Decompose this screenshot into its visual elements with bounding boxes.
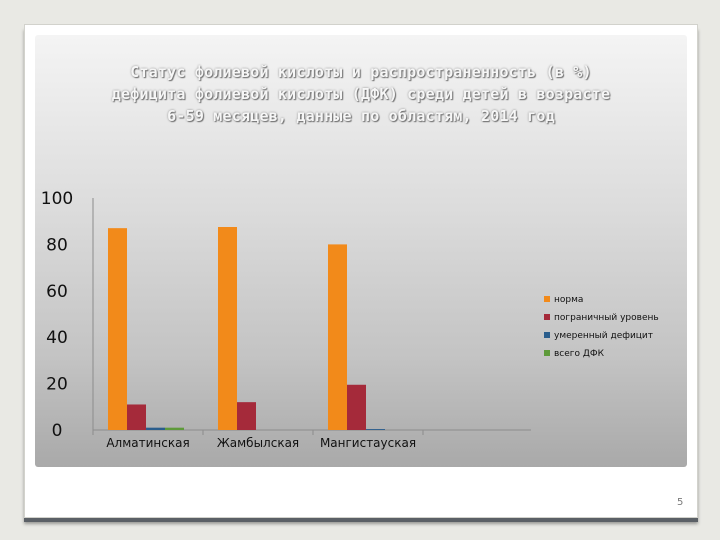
bar-2-3 xyxy=(347,384,366,430)
bar-2-2 xyxy=(237,402,256,430)
legend-swatch-3 xyxy=(544,332,550,338)
bar-1-1 xyxy=(108,228,127,430)
bar-chart: 0 20 40 60 80 100 Алматинская Жамбылская Мангист… xyxy=(41,189,659,450)
legend-swatch-4 xyxy=(544,350,550,356)
chart-title-line-3: 6-59 месяцев, данные по областям, 2014 г… xyxy=(167,107,555,125)
legend-label-1: норма xyxy=(554,295,583,305)
bar-3-1 xyxy=(146,427,165,430)
legend-swatch-2 xyxy=(544,314,550,320)
chart-title-line-1: Статус фолиевой кислоты и распространенн… xyxy=(130,63,592,81)
y-tick-label-0: 0 xyxy=(52,421,63,441)
bar-4-1 xyxy=(165,427,184,430)
bar-1-2 xyxy=(218,227,237,430)
x-tick-label-3: Мангистауская xyxy=(320,436,416,450)
y-tick-label-100: 100 xyxy=(41,189,73,209)
legend-swatch-1 xyxy=(544,296,550,302)
legend-label-2: пограничный уровень xyxy=(554,313,659,323)
page-number: 5 xyxy=(677,497,684,508)
bar-3-3 xyxy=(366,429,385,430)
chart-title-line-2: дефицита фолиевой кислоты (ДФК) среди де… xyxy=(111,85,611,103)
x-tick-label-1: Алматинская xyxy=(106,436,189,450)
slide: Статус фолиевой кислоты и распространенн… xyxy=(24,24,698,518)
chart-title: Статус фолиевой кислоты и распространенн… xyxy=(35,61,687,127)
bar-2-1 xyxy=(127,404,146,430)
y-tick-label-40: 40 xyxy=(46,328,68,348)
x-tick-label-2: Жамбылская xyxy=(217,436,299,450)
y-tick-label-20: 20 xyxy=(46,375,68,395)
bar-1-3 xyxy=(328,244,347,430)
y-tick-label-80: 80 xyxy=(46,235,68,255)
chart-panel: Статус фолиевой кислоты и распространенн… xyxy=(35,35,687,467)
legend-label-4: всего ДФК xyxy=(554,349,605,359)
legend-label-3: умеренный дефицит xyxy=(554,331,653,341)
y-tick-label-60: 60 xyxy=(46,282,68,302)
